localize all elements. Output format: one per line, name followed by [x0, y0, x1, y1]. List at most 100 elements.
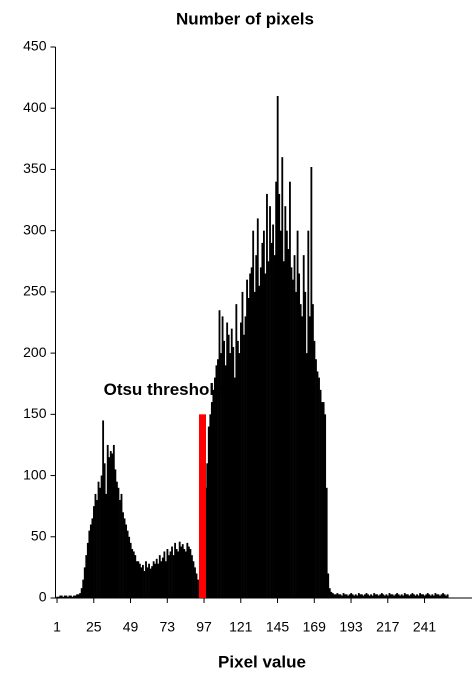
- bar: [256, 218, 259, 598]
- bar: [142, 564, 144, 598]
- y-tick-label: 150: [23, 405, 47, 421]
- bar: [394, 594, 397, 598]
- bar: [195, 573, 198, 598]
- bar: [348, 594, 351, 598]
- bar: [178, 541, 181, 598]
- bar: [324, 414, 327, 598]
- bar: [405, 594, 408, 598]
- bar: [218, 310, 221, 598]
- bar: [186, 542, 189, 598]
- bar: [152, 561, 155, 598]
- bar: [316, 371, 319, 598]
- bar: [400, 594, 403, 598]
- threshold-line: [199, 414, 206, 598]
- bar: [287, 249, 290, 599]
- bar: [65, 595, 68, 598]
- bar: [253, 291, 256, 598]
- x-tick-label: 25: [86, 619, 102, 635]
- bar: [108, 457, 111, 598]
- y-tick-label: 100: [23, 466, 47, 482]
- bar: [331, 593, 334, 598]
- bar: [175, 549, 178, 598]
- bar: [382, 594, 385, 598]
- bar: [161, 557, 164, 598]
- bar: [181, 544, 184, 598]
- bar: [250, 267, 253, 598]
- bar: [409, 594, 412, 598]
- bar: [145, 561, 147, 598]
- bar: [428, 594, 431, 598]
- bar: [426, 593, 429, 598]
- bar: [391, 594, 394, 598]
- bar: [91, 518, 94, 598]
- bar: [419, 593, 422, 598]
- bar: [290, 267, 293, 598]
- y-tick-label: 50: [31, 527, 47, 543]
- x-tick-label: 169: [303, 619, 327, 635]
- bar: [359, 594, 362, 598]
- bar: [321, 402, 324, 598]
- bar: [134, 555, 137, 598]
- bar: [238, 353, 241, 598]
- bar: [79, 593, 82, 598]
- bar: [429, 595, 432, 598]
- bar: [282, 261, 285, 598]
- bar: [292, 279, 294, 598]
- bar: [117, 487, 120, 598]
- bar: [62, 596, 65, 598]
- bar: [440, 594, 443, 598]
- bar: [129, 542, 132, 598]
- bar: [431, 594, 434, 598]
- bar: [93, 506, 95, 598]
- bar: [106, 444, 109, 598]
- bar: [387, 595, 389, 598]
- bar: [304, 291, 307, 598]
- bar: [255, 255, 258, 598]
- bar: [413, 594, 415, 598]
- bar: [174, 542, 177, 598]
- y-tick-label: 0: [39, 589, 47, 605]
- bar: [350, 593, 353, 598]
- bar: [301, 316, 304, 598]
- bar: [302, 255, 305, 598]
- bar: [163, 551, 166, 598]
- bar: [377, 595, 380, 598]
- bar: [264, 273, 267, 598]
- bar: [57, 596, 60, 598]
- bar: [243, 334, 245, 598]
- bar: [160, 561, 163, 598]
- bar: [103, 463, 106, 598]
- bar: [266, 193, 268, 598]
- bar: [227, 334, 230, 598]
- bar: [402, 595, 405, 598]
- bar: [417, 595, 420, 598]
- bar: [83, 567, 86, 598]
- bar: [336, 593, 339, 598]
- bar: [97, 481, 100, 598]
- bar: [149, 568, 152, 598]
- x-tick-label: 241: [413, 619, 437, 635]
- bar: [373, 593, 376, 598]
- bar: [119, 500, 121, 598]
- bar: [295, 291, 297, 598]
- bar: [436, 594, 438, 598]
- y-tick-label: 200: [23, 344, 47, 360]
- x-tick-label: 97: [196, 619, 212, 635]
- x-tick-label: 1: [53, 619, 61, 635]
- bar: [443, 594, 446, 598]
- bar: [209, 414, 212, 598]
- bar: [99, 487, 101, 598]
- bar: [168, 555, 170, 598]
- bar: [423, 595, 426, 598]
- bar: [284, 206, 287, 598]
- bar: [126, 530, 129, 598]
- bar: [85, 555, 88, 598]
- bar: [115, 481, 118, 598]
- bar: [414, 595, 417, 598]
- bar: [259, 267, 262, 598]
- bar: [197, 579, 199, 598]
- bar: [374, 594, 377, 598]
- bar: [172, 555, 175, 598]
- bar: [207, 426, 210, 598]
- bar: [82, 579, 85, 598]
